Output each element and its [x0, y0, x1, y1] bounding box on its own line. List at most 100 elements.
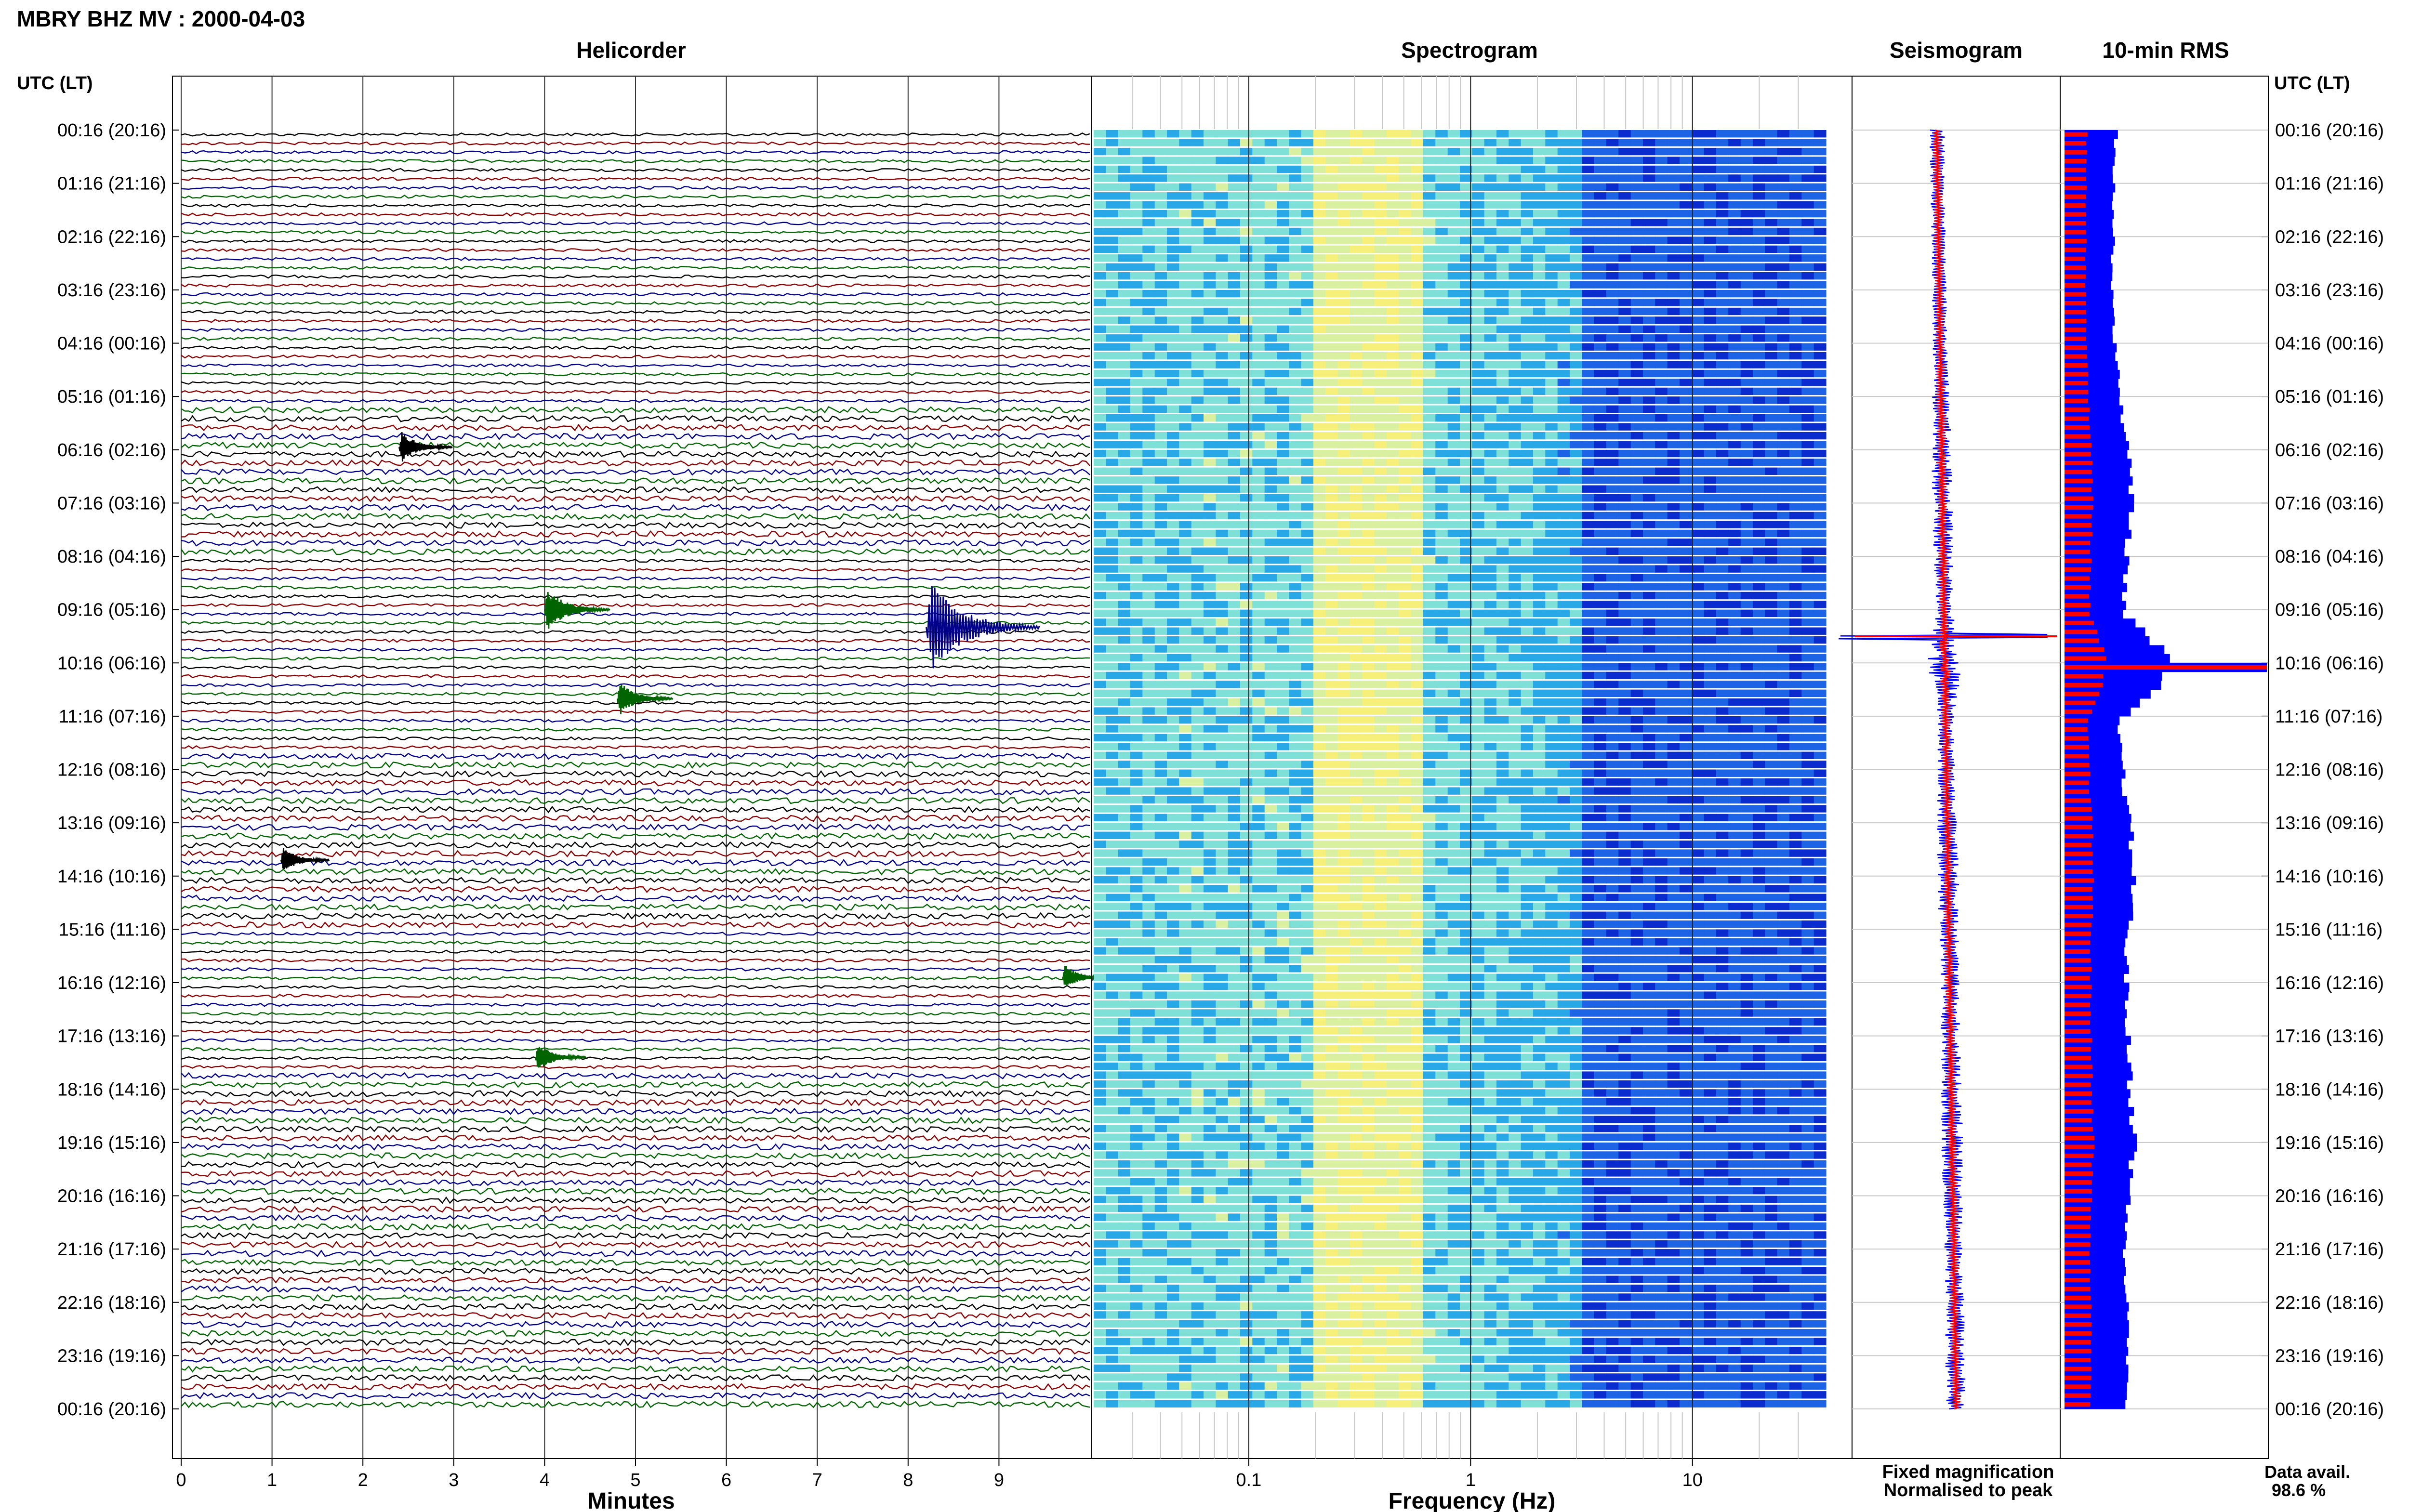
spectrogram-cell: [1179, 618, 1192, 626]
spectrogram-cell: [1142, 814, 1155, 822]
spectrogram-cell: [1167, 432, 1179, 440]
spectrogram-cell: [1667, 459, 1680, 466]
spectrogram-cell: [1777, 343, 1790, 351]
spectrogram-cell: [1130, 237, 1143, 244]
spectrogram-cell: [1167, 174, 1179, 182]
spectrogram-cell: [1167, 219, 1179, 226]
spectrogram-cell: [1777, 379, 1790, 386]
spectrogram-cell: [1545, 814, 1558, 822]
spectrogram-cell: [1387, 369, 1399, 378]
spectrogram-cell: [1277, 476, 1289, 484]
spectrogram-cell: [1753, 769, 1765, 777]
spectrogram-cell: [1570, 609, 1582, 617]
spectrogram-cell: [1753, 449, 1765, 458]
spectrogram-cell: [1228, 805, 1241, 813]
spectrogram-cell: [1643, 689, 1655, 697]
helicorder-trace-row: [181, 1029, 1090, 1034]
spectrogram-cell: [1545, 805, 1558, 813]
spectrogram-cell: [1582, 396, 1595, 404]
spectrogram-cell: [1350, 174, 1363, 182]
spectrogram-cell: [1630, 725, 1643, 733]
spectrogram-cell: [1179, 485, 1192, 493]
spectrogram-cell: [1191, 565, 1204, 573]
spectrogram-cell: [1630, 476, 1643, 484]
spectrogram-cell: [1740, 147, 1753, 156]
spectrogram-cell: [1594, 263, 1607, 271]
spectrogram-cell: [1277, 130, 1289, 138]
time-axis-right: 00:16 (20:16)01:16 (21:16)02:16 (22:16)0…: [2262, 120, 2384, 1420]
spectrogram-cell: [1472, 476, 1485, 484]
spectrogram-cell: [1362, 681, 1375, 688]
spectrogram-cell: [1521, 547, 1534, 555]
spectrogram-cell: [1765, 432, 1778, 440]
spectrogram-cell: [1264, 387, 1277, 395]
helicorder-trace-row: [181, 548, 1090, 556]
spectrogram-cell: [1313, 165, 1326, 173]
spectrogram-cell: [1264, 814, 1277, 822]
spectrogram-cell: [1801, 414, 1814, 422]
spectrogram-cell: [1325, 485, 1338, 493]
spectrogram-cell: [1118, 423, 1131, 431]
spectrogram-cell: [1435, 201, 1448, 209]
spectrogram-cell: [1179, 467, 1192, 475]
spectrogram-cell: [1728, 334, 1741, 342]
spectrogram-cell: [1204, 565, 1216, 573]
spectrogram-cell: [1216, 565, 1229, 573]
spectrogram-cell: [1337, 139, 1350, 146]
spectrogram-cell: [1228, 787, 1241, 795]
spectrogram-cell: [1801, 272, 1814, 280]
spectrogram-cell: [1533, 574, 1546, 582]
spectrogram-cell: [1387, 174, 1399, 182]
spectrogram-cell: [1350, 636, 1363, 644]
spectrogram-cell: [1484, 405, 1497, 413]
spectrogram-cell: [1240, 761, 1253, 768]
spectrogram-cell: [1435, 681, 1448, 688]
spectrogram-cell: [1167, 467, 1179, 475]
spectrogram-cell: [1630, 698, 1643, 706]
spectrogram-cell: [1118, 583, 1131, 591]
spectrogram-cell: [1509, 414, 1522, 422]
spectrogram-cell: [1289, 565, 1302, 573]
spectrogram-cell: [1130, 201, 1143, 209]
spectrogram-cell: [1716, 289, 1729, 298]
spectrogram-cell: [1801, 663, 1814, 671]
spectrogram-cell: [1387, 494, 1399, 502]
spectrogram-cell: [1533, 698, 1546, 706]
spectrogram-cell: [1557, 147, 1570, 156]
spectrogram-cell: [1484, 423, 1497, 431]
spectrogram-cell: [1813, 556, 1827, 564]
spectrogram-cell: [1118, 609, 1131, 617]
spectrogram-cell: [1435, 272, 1448, 280]
spectrogram-cell: [1460, 761, 1472, 768]
spectrogram-cell: [1472, 636, 1485, 644]
spectrogram-cell: [1740, 787, 1753, 795]
helicorder-trace-row: [181, 168, 1090, 172]
spectrogram-cell: [1423, 281, 1436, 289]
spectrogram-cell: [1130, 494, 1143, 502]
spectrogram-cell: [1337, 299, 1350, 306]
spectrogram-cell: [1545, 592, 1558, 600]
spectrogram-cell: [1765, 130, 1778, 138]
spectrogram-cell: [1594, 663, 1607, 671]
spectrogram-cell: [1789, 547, 1802, 555]
spectrogram-cell: [1240, 139, 1253, 146]
spectrogram-cell: [1716, 192, 1729, 200]
spectrogram-cell: [1509, 165, 1522, 173]
spectrogram-cell: [1130, 601, 1143, 608]
spectrogram-cell: [1667, 334, 1680, 342]
spectrogram-cell: [1191, 334, 1204, 342]
spectrogram-cell: [1362, 485, 1375, 493]
spectrogram-cell: [1435, 183, 1448, 191]
spectrogram-cell: [1484, 343, 1497, 351]
spectrogram-cell: [1557, 130, 1570, 138]
spectrogram-cell: [1399, 663, 1412, 671]
spectrogram-cell: [1765, 503, 1778, 511]
spectrogram-cell: [1337, 609, 1350, 617]
spectrogram-cell: [1509, 778, 1522, 786]
spectrogram-cell: [1447, 237, 1460, 244]
spectrogram-cell: [1789, 281, 1802, 289]
spectrogram-cell: [1545, 627, 1558, 635]
spectrogram-cell: [1716, 139, 1729, 146]
spectrogram-cell: [1204, 654, 1216, 662]
spectrogram-cell: [1618, 618, 1631, 626]
